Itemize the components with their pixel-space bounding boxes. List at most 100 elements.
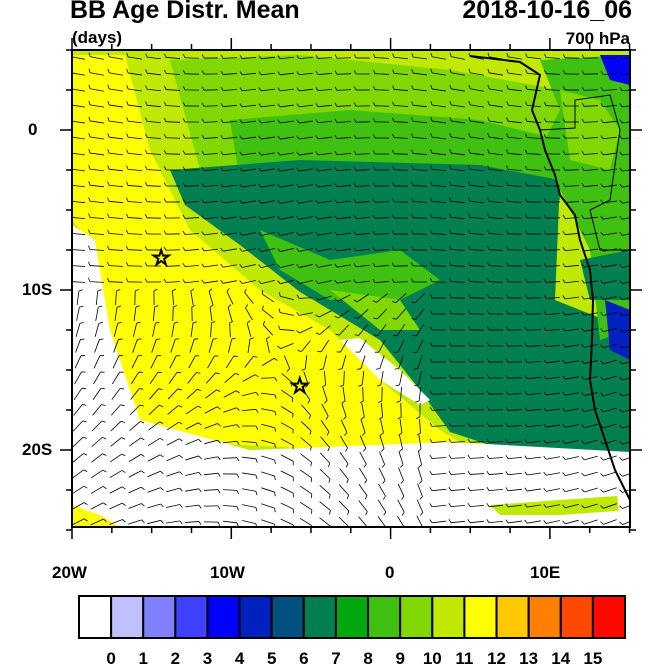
wind-barb-feather — [139, 388, 144, 390]
wind-barb-feather — [448, 326, 452, 331]
wind-barb — [89, 216, 105, 220]
wind-barb-feather — [255, 409, 259, 413]
wind-barb-feather — [69, 262, 71, 266]
wind-barb — [241, 72, 257, 76]
wind-barb — [72, 453, 84, 463]
wind-barb-feather — [411, 301, 416, 304]
wind-barb — [204, 232, 218, 236]
wind-barb — [110, 453, 122, 463]
wind-barb-feather — [430, 213, 433, 218]
wind-barb-feather — [619, 87, 623, 91]
wind-barb — [91, 437, 103, 447]
wind-barb — [412, 169, 428, 171]
wind-barb — [507, 456, 523, 460]
wind-barb-feather — [277, 135, 281, 140]
wind-barb — [451, 136, 465, 140]
wind-barb-feather — [182, 134, 186, 139]
wind-barb — [222, 105, 238, 107]
colorbar-swatch — [174, 595, 209, 639]
colorbar: 0 1 2 3 4 5 6 7 8 9 10 11 12 13 14 15 — [78, 595, 626, 667]
wind-barb — [166, 520, 180, 524]
wind-barb — [76, 307, 80, 321]
wind-barb-feather — [220, 279, 224, 284]
wind-barb — [546, 440, 560, 444]
wind-barb — [185, 488, 199, 492]
wind-barb-feather — [126, 101, 129, 106]
wind-barb — [128, 519, 142, 525]
wind-barb — [565, 392, 579, 396]
wind-barb — [280, 502, 294, 510]
wind-barb — [416, 499, 424, 513]
wind-barb — [262, 309, 274, 319]
wind-barb — [72, 265, 86, 267]
wind-barb-feather — [468, 84, 471, 89]
wind-barb — [584, 312, 598, 316]
colorbar-label: 6 — [299, 649, 308, 667]
wind-barb — [336, 184, 352, 188]
wind-barb — [376, 293, 388, 303]
wind-barb — [165, 249, 181, 251]
star-marker — [289, 374, 311, 396]
wind-barb-feather — [70, 198, 71, 202]
wind-barb-feather — [486, 374, 490, 379]
wind-barb — [203, 200, 219, 204]
wind-barb-feather — [372, 102, 376, 106]
wind-barb-feather — [543, 166, 547, 171]
wind-barb-feather — [354, 334, 359, 336]
wind-barb-feather — [198, 488, 202, 493]
wind-barb — [298, 88, 314, 92]
wind-barb — [583, 184, 599, 188]
wind-barb — [280, 200, 294, 204]
wind-barb-feather — [220, 215, 224, 220]
wind-barb — [280, 184, 294, 188]
wind-barb — [72, 502, 85, 510]
wind-barb-feather — [212, 338, 217, 340]
wind-barb — [317, 73, 333, 75]
wind-barb — [108, 184, 124, 188]
wind-barb — [208, 339, 214, 353]
wind-barb — [242, 264, 256, 268]
wind-barb-feather — [201, 166, 205, 171]
wind-barb-feather — [160, 503, 164, 508]
wind-barb — [374, 233, 390, 235]
wind-barb-feather — [164, 85, 167, 90]
wind-barb — [355, 216, 371, 220]
wind-barb-feather — [449, 165, 452, 170]
wind-barb — [222, 152, 238, 156]
wind-barb — [261, 279, 275, 285]
wind-barb-feather — [468, 68, 471, 73]
wind-barb-feather — [310, 462, 312, 467]
wind-barb-feather — [486, 390, 490, 395]
wind-barb — [336, 168, 352, 172]
wind-barb-feather — [506, 213, 509, 218]
wind-barb — [242, 280, 256, 284]
wind-barb-feather — [392, 53, 395, 58]
wind-barb-feather — [277, 103, 281, 108]
wind-barb — [526, 345, 542, 347]
wind-barb — [336, 105, 352, 107]
wind-barb-feather — [334, 70, 338, 75]
wind-barb-feather — [296, 103, 300, 108]
wind-barb-feather — [191, 304, 196, 308]
wind-barb — [242, 456, 256, 460]
wind-barb-feather — [274, 508, 276, 513]
colorbar-label: 4 — [235, 649, 245, 667]
wind-barb-feather — [78, 289, 83, 292]
colorbar-label: 15 — [583, 649, 602, 667]
wind-barb-feather — [619, 296, 623, 300]
wind-barb — [89, 200, 105, 204]
wind-barb — [185, 422, 199, 430]
wind-barb — [431, 184, 447, 188]
wind-barb — [261, 248, 275, 252]
wind-barb — [146, 88, 162, 92]
wind-barb — [128, 470, 142, 478]
wind-barb-feather — [487, 245, 490, 250]
wind-barb — [356, 293, 370, 303]
wind-barb-feather — [274, 427, 277, 432]
wind-barb — [565, 344, 579, 348]
wind-barb-feather — [487, 68, 490, 73]
wind-barb-feather — [487, 181, 490, 186]
wind-barb — [565, 487, 579, 493]
wind-barb — [318, 168, 332, 172]
wind-barb-feather — [107, 213, 110, 218]
